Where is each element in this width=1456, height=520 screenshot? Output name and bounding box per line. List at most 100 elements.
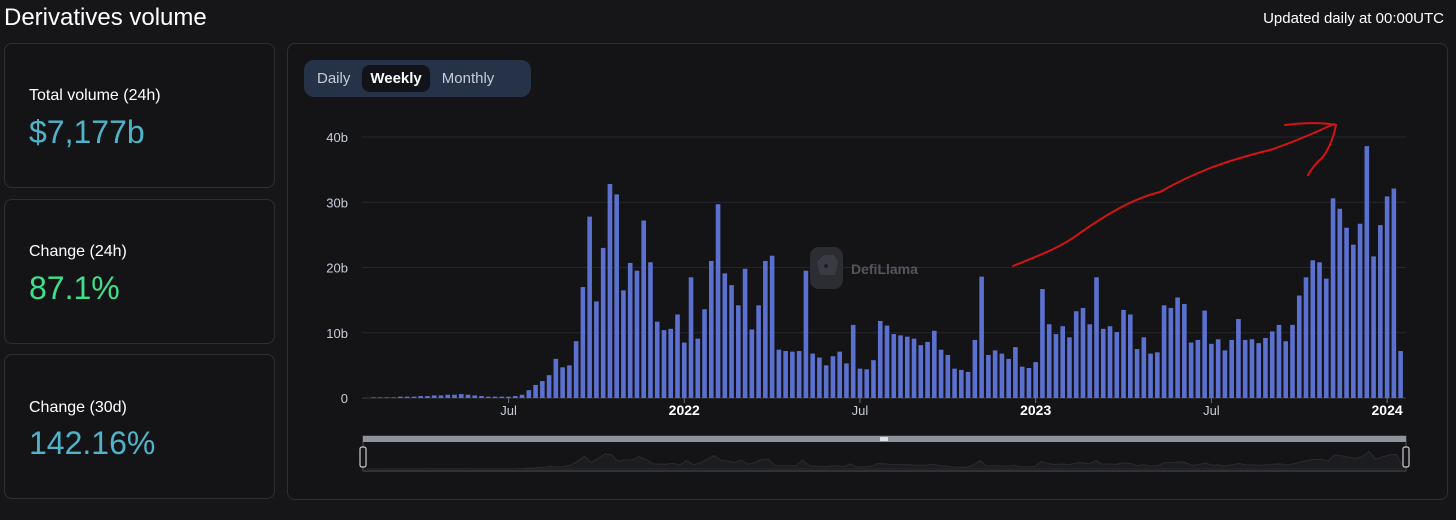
volume-bar[interactable] (776, 349, 782, 398)
volume-bar[interactable] (938, 349, 944, 398)
volume-bar[interactable] (1168, 307, 1174, 398)
volume-bar[interactable] (1155, 352, 1160, 398)
volume-bar[interactable] (519, 394, 525, 398)
volume-bar[interactable] (641, 220, 647, 398)
volume-bar[interactable] (499, 396, 505, 398)
volume-bar[interactable] (391, 397, 396, 398)
volume-bar[interactable] (1094, 277, 1099, 398)
volume-bar[interactable] (1087, 324, 1093, 398)
volume-bar[interactable] (675, 314, 680, 398)
volume-bar[interactable] (972, 339, 978, 398)
volume-bar[interactable] (749, 329, 755, 398)
volume-bar[interactable] (1310, 260, 1316, 398)
volume-bar[interactable] (600, 247, 606, 398)
volume-bar[interactable] (661, 330, 667, 398)
volume-bar[interactable] (1337, 208, 1343, 398)
volume-bar[interactable] (1107, 326, 1113, 398)
volume-bar[interactable] (654, 321, 660, 398)
volume-bar[interactable] (898, 335, 903, 398)
volume-bar[interactable] (1215, 339, 1221, 398)
volume-bar[interactable] (607, 183, 613, 398)
volume-bar[interactable] (715, 204, 721, 398)
volume-bar[interactable] (1330, 198, 1336, 398)
volume-bar[interactable] (1276, 324, 1282, 398)
volume-bar[interactable] (431, 395, 437, 398)
volume-bar[interactable] (830, 356, 836, 398)
volume-bar[interactable] (790, 351, 795, 398)
volume-bar[interactable] (472, 395, 478, 398)
volume-bar[interactable] (1128, 314, 1133, 398)
volume-bar[interactable] (1067, 337, 1072, 398)
volume-bar[interactable] (1378, 225, 1383, 398)
volume-bar[interactable] (1134, 349, 1140, 398)
volume-bar[interactable] (621, 290, 626, 398)
volume-bar[interactable] (425, 396, 430, 398)
volume-bar[interactable] (1391, 188, 1397, 398)
volume-bar[interactable] (1242, 339, 1248, 398)
volume-bar[interactable] (377, 397, 383, 398)
volume-bar[interactable] (1019, 366, 1025, 398)
volume-bar[interactable] (871, 360, 876, 398)
volume-bar[interactable] (817, 357, 822, 398)
volume-bar[interactable] (587, 216, 592, 398)
volume-bar[interactable] (986, 354, 991, 398)
volume-bar[interactable] (992, 350, 998, 398)
volume-bar[interactable] (1033, 362, 1038, 398)
volume-bar[interactable] (979, 276, 984, 398)
volume-bar[interactable] (1229, 339, 1234, 398)
volume-bar[interactable] (1100, 328, 1106, 398)
volume-bar[interactable] (1323, 278, 1329, 398)
volume-bar[interactable] (1222, 350, 1228, 398)
volume-bar[interactable] (452, 394, 457, 398)
volume-bar[interactable] (1209, 343, 1214, 398)
volume-bar[interactable] (1114, 332, 1120, 398)
volume-bar[interactable] (1296, 295, 1302, 398)
volume-bar[interactable] (1371, 256, 1376, 398)
tab-weekly[interactable]: Weekly (362, 65, 430, 92)
volume-bar[interactable] (952, 368, 957, 398)
volume-bar[interactable] (1060, 326, 1066, 398)
volume-bar[interactable] (1182, 304, 1187, 398)
volume-bar[interactable] (918, 345, 924, 398)
volume-bar[interactable] (1303, 277, 1309, 398)
volume-bar[interactable] (634, 270, 640, 398)
volume-bar[interactable] (769, 255, 775, 398)
volume-bar[interactable] (803, 270, 809, 398)
volume-bar[interactable] (445, 394, 451, 398)
volume-bar[interactable] (1398, 351, 1403, 398)
slider-grip-icon[interactable] (880, 437, 888, 441)
slider-right-handle[interactable] (1402, 446, 1410, 468)
volume-bar[interactable] (465, 394, 471, 398)
volume-bar[interactable] (722, 273, 728, 398)
volume-bar[interactable] (756, 305, 761, 398)
volume-bar[interactable] (1053, 334, 1059, 398)
volume-bar[interactable] (533, 384, 538, 398)
volume-bar[interactable] (837, 351, 842, 398)
volume-bar[interactable] (668, 328, 674, 398)
volume-bar[interactable] (580, 287, 586, 398)
volume-bar[interactable] (1040, 289, 1045, 398)
volume-bar[interactable] (1236, 319, 1241, 398)
volume-bar[interactable] (1175, 297, 1180, 398)
volume-bar[interactable] (959, 369, 964, 398)
volume-bar[interactable] (911, 338, 917, 398)
volume-bar[interactable] (573, 341, 579, 398)
volume-bar[interactable] (614, 194, 619, 398)
volume-bar[interactable] (736, 305, 741, 398)
volume-bar[interactable] (857, 368, 863, 398)
volume-bar[interactable] (702, 309, 707, 398)
volume-bar[interactable] (884, 325, 890, 398)
volume-bar[interactable] (438, 395, 444, 398)
volume-bar[interactable] (1263, 337, 1268, 398)
volume-bar[interactable] (1046, 324, 1052, 398)
volume-bar[interactable] (594, 301, 599, 398)
zoom-slider[interactable] (359, 435, 1410, 472)
volume-bar[interactable] (904, 336, 910, 398)
volume-bar[interactable] (1364, 146, 1370, 398)
volume-bar[interactable] (546, 375, 552, 398)
volume-bar[interactable] (1141, 337, 1147, 398)
volume-bar[interactable] (796, 351, 802, 398)
volume-bar[interactable] (567, 365, 572, 399)
volume-bar[interactable] (864, 369, 870, 398)
volume-bar[interactable] (1357, 223, 1363, 398)
